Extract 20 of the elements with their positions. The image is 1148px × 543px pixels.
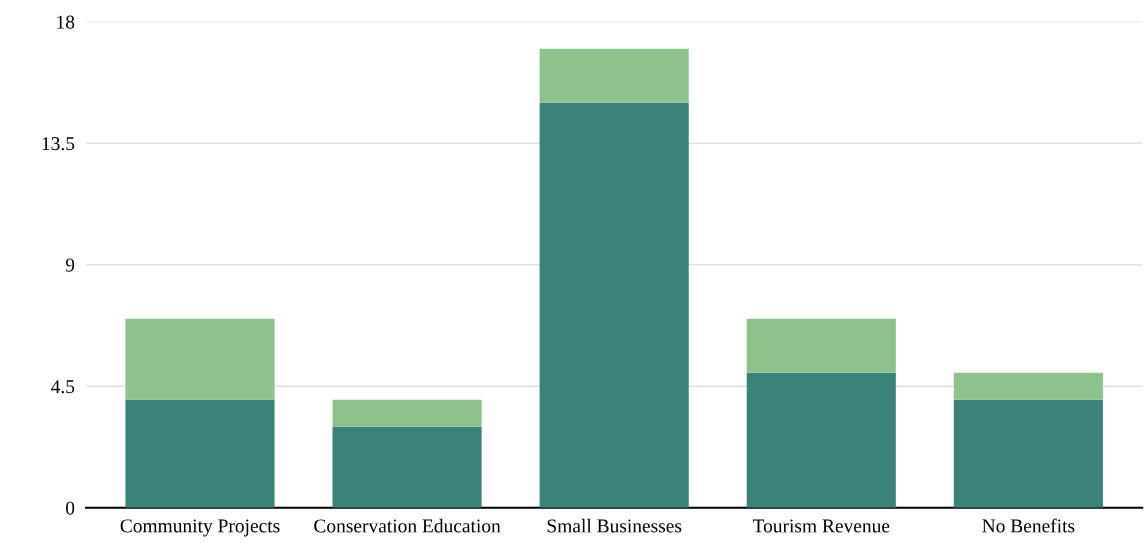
bar (953, 372, 1103, 400)
bar (332, 399, 482, 427)
bar (539, 48, 689, 103)
y-tick-label: 0 (66, 501, 75, 515)
y-tick-label: 9 (65, 258, 75, 272)
y-tick-label: 13.5 (42, 137, 75, 151)
x-tick-label: Tourism Revenue (752, 519, 890, 533)
bar (746, 372, 896, 508)
x-tick-label: Small Businesses (547, 518, 682, 533)
y-tick-label: 4.5 (51, 380, 75, 394)
x-tick-label: Community Projects (120, 519, 280, 537)
bar (332, 426, 482, 508)
bar (953, 399, 1103, 508)
bar (125, 318, 275, 400)
x-tick-label: No Benefits (982, 518, 1075, 533)
bar (746, 318, 896, 373)
bar (125, 399, 275, 508)
y-tick-label: 18 (57, 15, 75, 29)
x-tick-label: Conservation Education (314, 518, 501, 533)
bar (539, 102, 689, 508)
